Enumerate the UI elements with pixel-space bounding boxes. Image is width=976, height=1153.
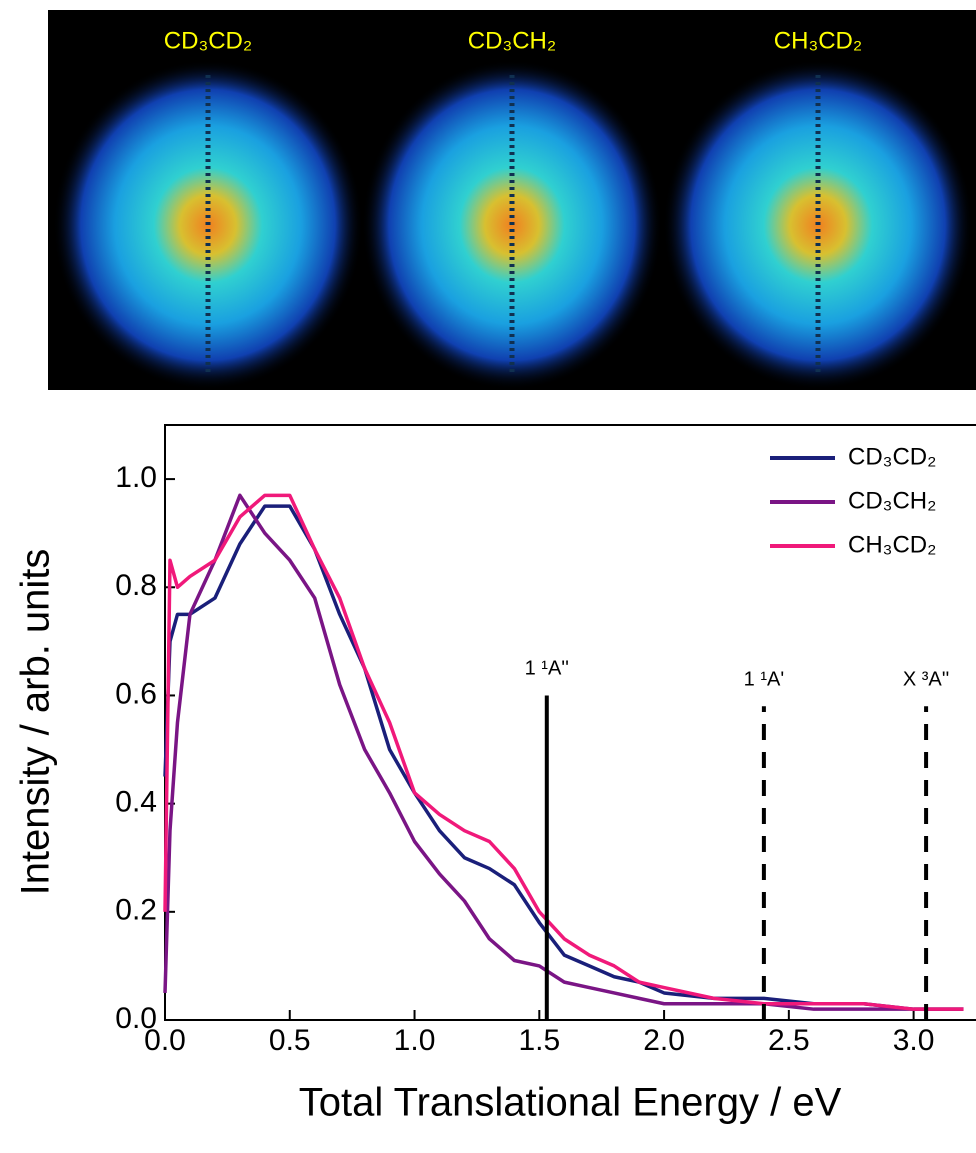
image-label: CD₃CD₂ [164, 27, 252, 54]
y-tick-label: 0.8 [115, 569, 157, 602]
y-tick-label: 1.0 [115, 461, 157, 494]
y-tick-label: 0.6 [115, 677, 157, 710]
x-tick-label: 2.5 [768, 1024, 810, 1057]
legend-label: CD₃CD₂ [848, 443, 936, 470]
x-tick-label: 1.5 [518, 1024, 560, 1057]
series-line [163, 504, 964, 1011]
x-tick-label: 1.0 [394, 1024, 436, 1057]
marker-label: 1 ¹A' [744, 669, 785, 691]
y-tick-label: 0.4 [115, 786, 157, 819]
plot-frame [164, 424, 976, 1021]
y-axis-title: Intensity / arb. units [14, 549, 58, 896]
x-tick-label: 2.0 [643, 1024, 685, 1057]
series-line [163, 493, 964, 1011]
y-tick-label: 0.2 [115, 894, 157, 927]
legend-label: CD₃CH₂ [848, 487, 936, 514]
x-axis-title: Total Translational Energy / eV [299, 1081, 842, 1125]
image-label: CH₃CD₂ [774, 27, 862, 54]
y-tick-label: 0.0 [115, 1002, 157, 1035]
legend-label: CH₃CD₂ [848, 531, 936, 558]
x-tick-label: 3.0 [893, 1024, 935, 1057]
series-line [163, 493, 964, 1011]
marker-label: 1 ¹A'' [525, 658, 569, 680]
x-tick-label: 0.5 [269, 1024, 311, 1057]
image-label: CD₃CH₂ [468, 27, 556, 54]
x-tick-label: 0.0 [144, 1024, 186, 1057]
images [53, 60, 973, 390]
marker-label: X ³A'' [903, 669, 950, 691]
